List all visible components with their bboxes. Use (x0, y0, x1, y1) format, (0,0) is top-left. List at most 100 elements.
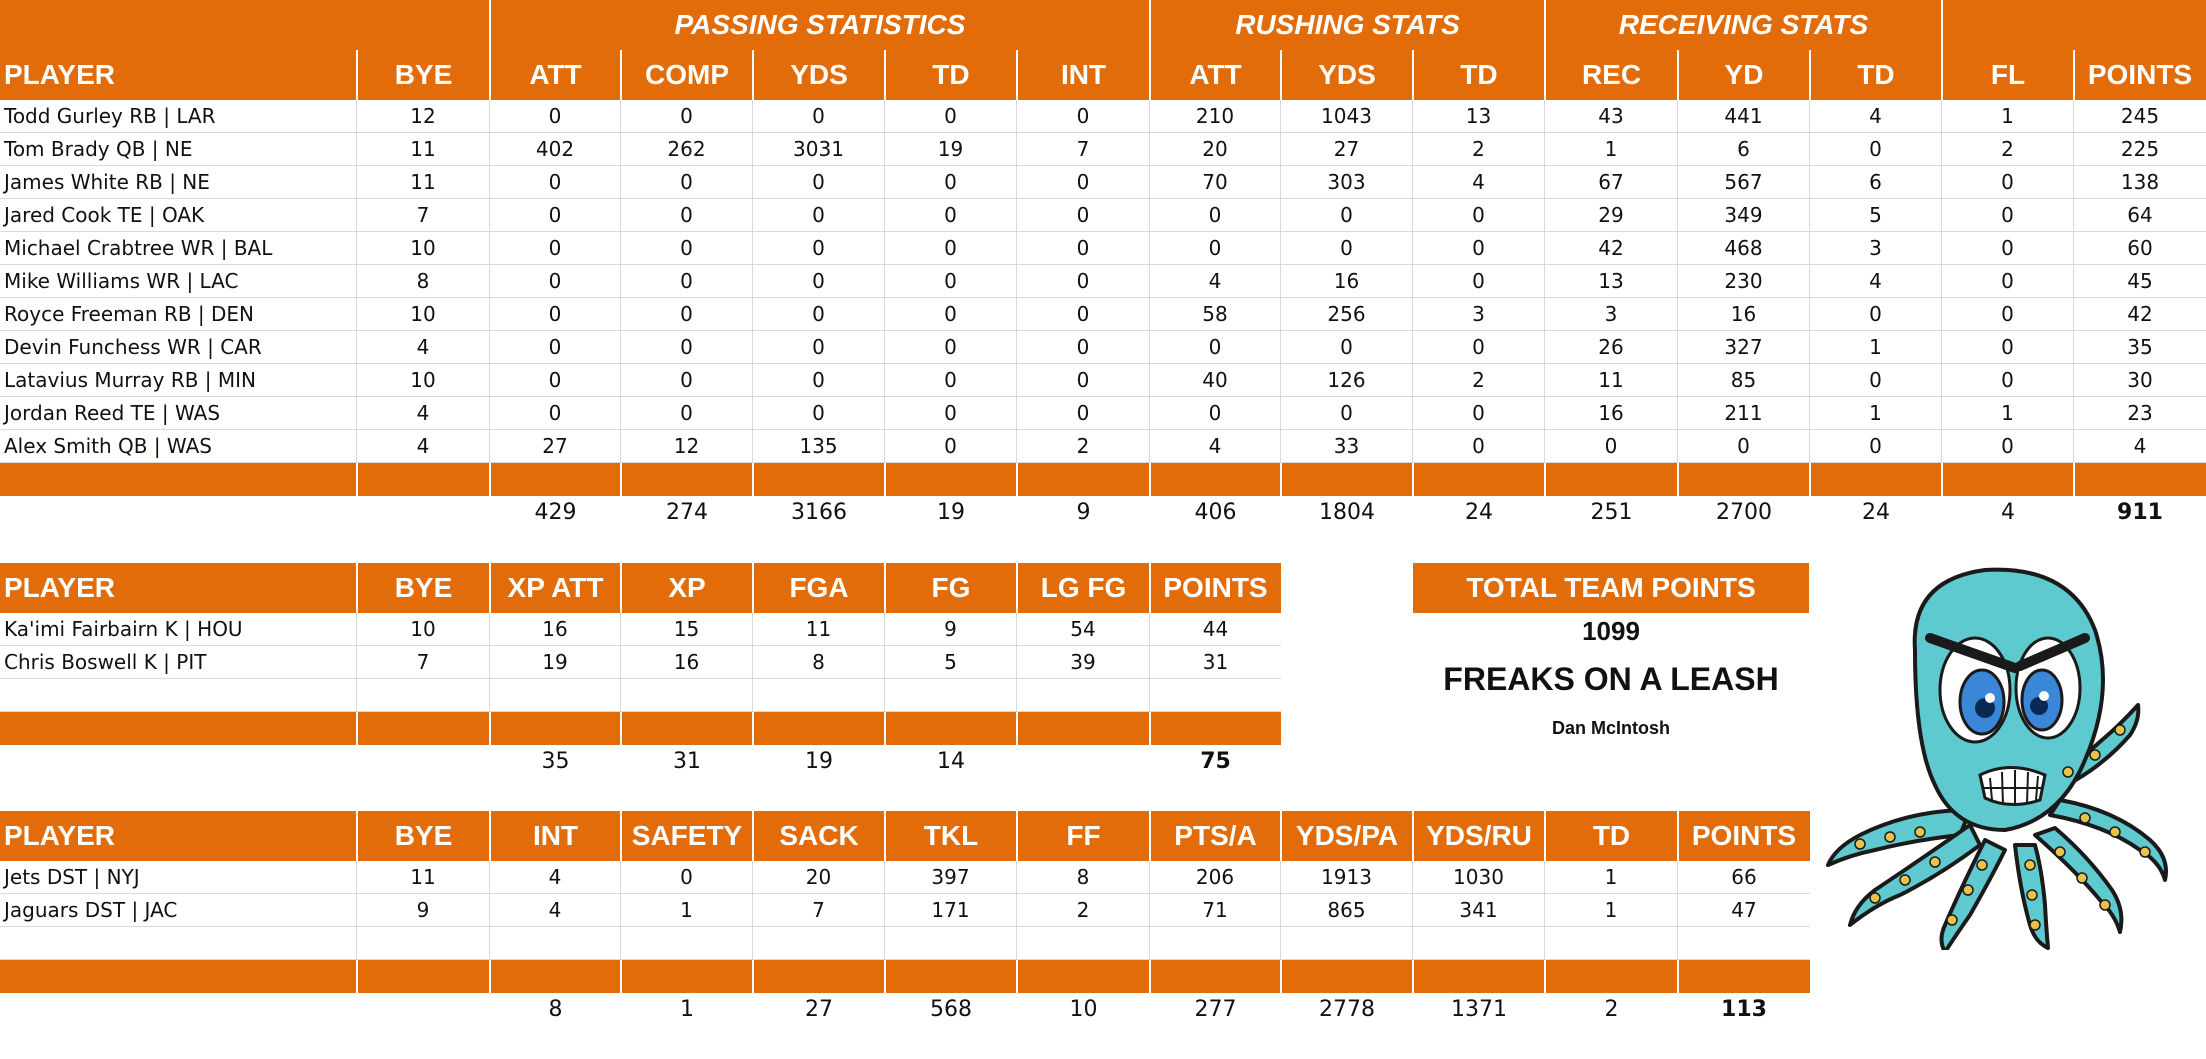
kicker-col-header-xp: XP (668, 572, 706, 603)
column-separator (1016, 811, 1018, 861)
stat-cell: 4 (1150, 265, 1281, 298)
stat-cell: 225 (2074, 133, 2206, 166)
stat-cell: 43 (1545, 100, 1678, 133)
col-header-fl: FL (1990, 59, 2026, 90)
stat-cell: 4 (1150, 430, 1281, 463)
stat-cell: 0 (753, 199, 885, 232)
stat-cell: 0 (1017, 100, 1150, 133)
stat-cell: 0 (621, 166, 753, 199)
column-separator (752, 960, 754, 993)
stat-cell: 0 (1810, 430, 1942, 463)
stat-cell: 211 (1678, 397, 1810, 430)
total-cell: 1371 (1451, 997, 1507, 1022)
column-separator (1016, 50, 1018, 100)
stat-cell: 1 (1545, 894, 1678, 927)
column-separator (1149, 563, 1151, 613)
stat-cell: 0 (753, 166, 885, 199)
column-separator (1412, 50, 1414, 100)
stat-cell: 19 (885, 133, 1017, 166)
stat-cell: 0 (1017, 331, 1150, 364)
defense-col-header-safety: SAFETY (631, 820, 743, 851)
stat-cell: 5 (885, 646, 1017, 679)
stat-cell: 0 (885, 100, 1017, 133)
player-name-cell: Jaguars DST | JAC (0, 894, 357, 927)
column-separator (884, 563, 886, 613)
kicker-column-header-row: PLAYER BYE XP ATT XP FGA FG LG FG POINTS (0, 563, 1281, 613)
stat-cell: 44 (1150, 613, 1281, 646)
defense-col-header-tkl: TKL (923, 820, 979, 851)
player-name-cell: Todd Gurley RB | LAR (0, 100, 357, 133)
total-cell: 3166 (791, 500, 847, 525)
stat-cell: 327 (1678, 331, 1810, 364)
stat-cell: 0 (621, 861, 753, 894)
stat-cell: 16 (490, 613, 621, 646)
defense-empty-row (0, 927, 1810, 960)
stat-cell: 20 (1150, 133, 1281, 166)
column-separator (1544, 0, 1546, 50)
player-name-cell: Royce Freeman RB | DEN (0, 298, 357, 331)
column-separator (1016, 463, 1018, 496)
stat-cell: 70 (1150, 166, 1281, 199)
total-cell: 1804 (1319, 500, 1375, 525)
player-name-cell: Jordan Reed TE | WAS (0, 397, 357, 430)
stat-cell: 0 (1942, 331, 2074, 364)
column-separator (489, 960, 491, 993)
column-separator (1677, 463, 1679, 496)
stat-cell: 11 (357, 166, 490, 199)
column-separator (1016, 712, 1018, 745)
col-header-comp: COMP (645, 59, 729, 90)
defense-table-row: Jaguars DST | JAC 9 4 1 7 171 2 71 865 341 1 47 (0, 894, 1810, 927)
column-separator (1149, 960, 1151, 993)
stat-cell: 0 (621, 331, 753, 364)
total-cell: 14 (937, 749, 965, 774)
player-name-cell: Tom Brady QB | NE (0, 133, 357, 166)
stat-cell: 402 (490, 133, 621, 166)
column-separator (1016, 960, 1018, 993)
stat-cell: 0 (621, 298, 753, 331)
col-header-td: TD (932, 59, 970, 90)
stat-cell: 0 (1281, 331, 1413, 364)
rushing-group-header: RUSHING STATS (1235, 9, 1460, 40)
stat-cell: 11 (357, 133, 490, 166)
column-separator (752, 811, 754, 861)
stat-cell: 1 (1545, 861, 1678, 894)
stat-cell: 6 (1678, 133, 1810, 166)
stat-cell: 4 (357, 331, 490, 364)
empty-cell (357, 679, 490, 712)
stat-cell: 341 (1413, 894, 1545, 927)
stat-cell: 0 (1150, 331, 1281, 364)
col-header-yds: YDS (1318, 59, 1376, 90)
column-separator (1149, 811, 1151, 861)
column-separator (356, 563, 358, 613)
stat-cell: 3 (1545, 298, 1678, 331)
stat-cell: 1 (621, 894, 753, 927)
team-owner: Dan McIntosh (1551, 718, 1670, 738)
defense-points-total: 113 (1721, 997, 1767, 1022)
stat-cell: 0 (1942, 364, 2074, 397)
stat-cell: 0 (753, 100, 885, 133)
stat-cell: 16 (1281, 265, 1413, 298)
column-separator (1149, 463, 1151, 496)
stat-cell: 0 (1017, 397, 1150, 430)
column-separator (1280, 811, 1282, 861)
defense-col-header-yds-ru: YDS/RU (1426, 820, 1532, 851)
stat-cell: 0 (1810, 364, 1942, 397)
stat-cell: 30 (2074, 364, 2206, 397)
stat-cell: 0 (621, 199, 753, 232)
stat-cell: 1 (1545, 133, 1678, 166)
total-cell: 24 (1465, 500, 1493, 525)
stat-cell: 0 (1942, 166, 2074, 199)
stat-cell: 468 (1678, 232, 1810, 265)
stat-cell: 0 (490, 166, 621, 199)
stat-cell: 0 (1942, 430, 2074, 463)
stat-cell: 206 (1150, 861, 1281, 894)
col-header-yd: YD (1724, 59, 1764, 90)
total-cell: 27 (805, 997, 833, 1022)
stat-cell: 64 (2074, 199, 2206, 232)
total-cell: 9 (1076, 500, 1091, 525)
stat-cell: 0 (1678, 430, 1810, 463)
stat-cell: 0 (1413, 331, 1545, 364)
stat-cell: 0 (1281, 199, 1413, 232)
player-name-cell: Alex Smith QB | WAS (0, 430, 357, 463)
stat-cell: 567 (1678, 166, 1810, 199)
